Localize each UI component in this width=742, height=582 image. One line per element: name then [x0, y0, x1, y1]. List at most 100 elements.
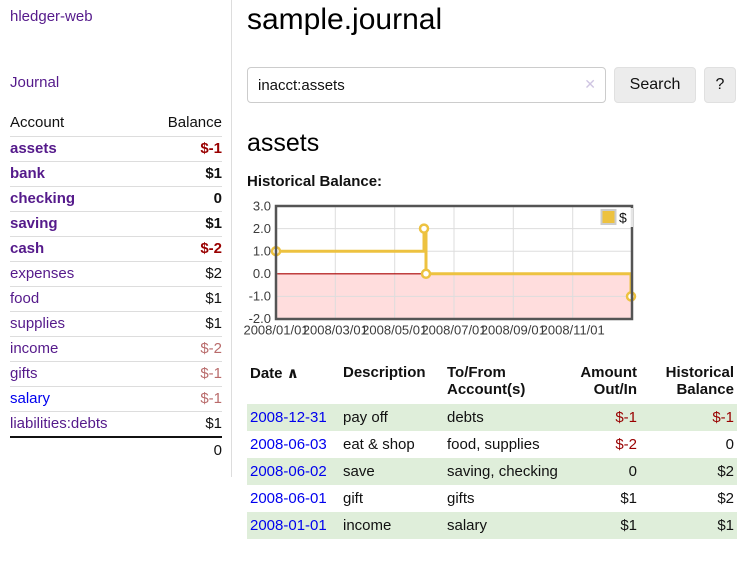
transaction-accounts: food, supplies — [447, 436, 540, 453]
transaction-accounts: saving, checking — [447, 463, 558, 480]
account-link-cash[interactable]: cash — [10, 240, 45, 257]
chart-title: Historical Balance: — [247, 173, 383, 190]
y-tick-label: 1.0 — [253, 244, 271, 259]
account-link-food[interactable]: food — [10, 290, 40, 307]
transaction-description: save — [343, 463, 375, 480]
legend-label: $ — [619, 210, 627, 226]
balance-column-header: Historical Balance — [665, 364, 734, 398]
chart-canvas[interactable]: 3.0 2.0 1.0 0.0 -1.0 -2.0 — [243, 199, 741, 341]
account-balance: $-2 — [200, 340, 222, 357]
sort-ascending-icon: ∧ — [286, 365, 299, 382]
account-balance: $-1 — [200, 390, 222, 407]
account-link-supplies[interactable]: supplies — [10, 315, 66, 332]
account-balance: $1 — [205, 290, 222, 307]
x-tick-label: 2008/09/01 — [481, 323, 546, 338]
account-row-liabilities-debts: liabilities:debts $1 — [10, 411, 222, 438]
date-column-header[interactable]: Date ∧ — [247, 362, 343, 404]
transaction-amount: $-1 — [615, 409, 637, 426]
transaction-amount: $-2 — [615, 436, 637, 453]
account-link-assets[interactable]: assets — [10, 140, 57, 157]
amount-column-header: Amount Out/In — [580, 364, 637, 398]
search-form: ✕ Search ? — [247, 67, 741, 103]
sidebar: hledger-web Journal Account Balance asse… — [0, 0, 232, 477]
accounts-table-header: Account Balance — [10, 112, 222, 137]
account-balance: $-2 — [200, 240, 222, 257]
transaction-description: eat & shop — [343, 436, 415, 453]
account-balance: $1 — [205, 415, 222, 432]
account-row-saving: saving $1 — [10, 211, 222, 237]
main-content: sample.journal ✕ Search ? assets Histori… — [232, 0, 742, 539]
account-row-cash: cash $-2 — [10, 236, 222, 262]
account-balance: 0 — [213, 190, 222, 207]
account-link-saving[interactable]: saving — [10, 215, 58, 232]
account-link-expenses[interactable]: expenses — [10, 265, 75, 282]
sidebar-item-journal[interactable]: Journal — [10, 74, 60, 91]
transaction-balance: $2 — [717, 463, 734, 480]
register-row: 2008-06-03 eat & shop food, supplies $-2… — [247, 431, 737, 458]
transaction-amount: $1 — [620, 490, 637, 507]
register-table-header: Date ∧ Description To/From Account(s) Am… — [247, 362, 737, 404]
account-link-salary[interactable]: salary — [10, 390, 51, 407]
accounts-total-value: 0 — [213, 442, 222, 459]
transaction-date-link[interactable]: 2008-06-03 — [250, 436, 327, 453]
account-link-bank[interactable]: bank — [10, 165, 46, 182]
register-row: 2008-06-02 save saving, checking 0 $2 — [247, 458, 737, 485]
transaction-description: gift — [343, 490, 364, 507]
transaction-date-link[interactable]: 2008-12-31 — [250, 409, 327, 426]
account-row-checking: checking 0 — [10, 186, 222, 212]
transaction-accounts: gifts — [447, 490, 475, 507]
description-column-header: Description — [343, 364, 426, 381]
transaction-date-link[interactable]: 2008-06-02 — [250, 463, 327, 480]
account-link-liabilities-debts[interactable]: liabilities:debts — [10, 415, 108, 432]
account-heading: assets — [247, 129, 320, 157]
transaction-amount: $1 — [620, 517, 637, 534]
transaction-balance: $1 — [717, 517, 734, 534]
account-row-salary: salary $-1 — [10, 386, 222, 412]
account-column-header: Account — [10, 114, 65, 131]
help-button[interactable]: ? — [704, 67, 736, 103]
x-tick-label: 2008/05/01 — [362, 323, 427, 338]
x-tick-label: 2008/07/01 — [421, 323, 486, 338]
accounts-total-row: 0 — [10, 437, 222, 463]
account-row-supplies: supplies $1 — [10, 311, 222, 337]
account-row-bank: bank $1 — [10, 161, 222, 187]
y-tick-label: -1.0 — [249, 289, 271, 304]
account-row-expenses: expenses $2 — [10, 261, 222, 287]
transaction-amount: 0 — [628, 463, 637, 480]
search-input[interactable] — [247, 67, 606, 103]
transaction-balance: 0 — [725, 436, 734, 453]
x-tick-label: 2008/11/01 — [541, 323, 605, 338]
accounts-column-header: To/From Account(s) — [447, 364, 526, 398]
balance-column-header: Balance — [167, 114, 222, 131]
transaction-description: income — [343, 517, 392, 534]
register-table: Date ∧ Description To/From Account(s) Am… — [247, 362, 737, 539]
transaction-balance: $-1 — [712, 409, 734, 426]
page-title: sample.journal — [247, 3, 443, 36]
transaction-balance: $2 — [717, 490, 734, 507]
transaction-date-link[interactable]: 2008-06-01 — [250, 490, 327, 507]
y-tick-label: 0.0 — [253, 266, 271, 281]
clear-search-icon[interactable]: ✕ — [584, 76, 596, 92]
legend-swatch — [600, 209, 617, 225]
chart-legend: $ — [598, 208, 633, 227]
transaction-accounts: salary — [447, 517, 488, 534]
accounts-balance-table: Account Balance assets $-1 bank $1 check… — [10, 112, 222, 463]
app-brand-link[interactable]: hledger-web — [10, 8, 93, 25]
y-tick-label: 3.0 — [253, 199, 271, 214]
account-balance: $2 — [205, 265, 222, 282]
account-link-checking[interactable]: checking — [10, 190, 76, 207]
account-row-food: food $1 — [10, 286, 222, 312]
account-link-income[interactable]: income — [10, 340, 59, 357]
account-balance: $1 — [205, 165, 222, 182]
page: hledger-web Journal Account Balance asse… — [0, 0, 742, 539]
register-row: 2008-01-01 income salary $1 $1 — [247, 512, 737, 539]
date-header-label: Date — [250, 365, 283, 382]
account-balance: $1 — [205, 315, 222, 332]
historical-balance-chart: 3.0 2.0 1.0 0.0 -1.0 -2.0 — [243, 199, 741, 341]
search-button[interactable]: Search — [614, 67, 696, 103]
account-link-gifts[interactable]: gifts — [10, 365, 38, 382]
account-row-assets: assets $-1 — [10, 136, 222, 162]
transaction-accounts: debts — [447, 409, 484, 426]
transaction-description: pay off — [343, 409, 388, 426]
transaction-date-link[interactable]: 2008-01-01 — [250, 517, 327, 534]
